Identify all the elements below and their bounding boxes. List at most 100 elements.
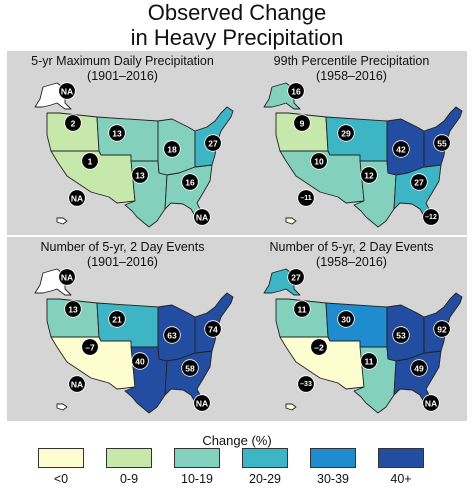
badge-mw: 63 — [163, 326, 181, 344]
badge-value: 74 — [208, 325, 218, 335]
badge-pr: NA — [193, 394, 211, 412]
badge-value: NA — [196, 213, 208, 223]
badge-value: 11 — [298, 305, 307, 315]
panel-title: 99th Percentile Precipitation — [273, 54, 430, 68]
badge-se: 58 — [181, 359, 199, 377]
badge-ak: 16 — [287, 82, 305, 100]
badge-value: 2 — [71, 119, 76, 129]
badge-ngp: 30 — [337, 310, 355, 328]
badge-value: 30 — [341, 315, 351, 325]
badge-ne: 27 — [204, 134, 222, 152]
badge-value: 29 — [341, 129, 351, 139]
us-map: 16 9 10 29 12 42 27 55 –11 –12 — [263, 82, 463, 228]
badge-pr: –12 — [422, 208, 440, 226]
badge-nw: 9 — [293, 114, 311, 132]
legend-swatch-lt0 — [38, 448, 84, 468]
badge-value: 10 — [314, 157, 324, 167]
badge-hi: –11 — [297, 189, 315, 207]
badge-value: 55 — [437, 139, 447, 149]
badge-se: 49 — [410, 359, 428, 377]
badge-value: 16 — [185, 178, 195, 188]
badge-sgp: 40 — [131, 352, 149, 370]
badge-value: 11 — [365, 357, 374, 367]
badge-hi: NA — [68, 189, 86, 207]
badge-value: NA — [71, 380, 83, 390]
badge-sw: –2 — [310, 338, 328, 356]
badge-sgp: 12 — [360, 166, 378, 184]
panel-title: Number of 5-yr, 2 Day Events — [269, 240, 434, 254]
legend-swatch-0-9 — [106, 448, 152, 468]
panel-period: (1901–2016) — [87, 69, 158, 83]
badge-nw: 2 — [64, 114, 82, 132]
badge-sgp: 13 — [131, 166, 149, 184]
badge-ne: 55 — [433, 134, 451, 152]
badge-hi: NA — [68, 375, 86, 393]
badge-value: 49 — [414, 364, 424, 374]
legend: <0 0-9 10-19 20-29 30-39 40+ — [0, 448, 474, 492]
badge-value: 13 — [135, 171, 145, 181]
badge-value: 27 — [208, 139, 218, 149]
badge-sgp: 11 — [360, 352, 378, 370]
region-ngp — [96, 116, 159, 162]
map-panel-99th-percentile-1958: 99th Percentile Precipitation (1958–2016… — [236, 51, 467, 235]
badge-hi: –33 — [297, 375, 315, 393]
badge-sw: 10 — [310, 152, 328, 170]
badge-value: NA — [61, 273, 73, 283]
legend-label: 10-19 — [181, 472, 213, 486]
badge-value: –11 — [300, 195, 311, 202]
badge-ak: NA — [58, 82, 76, 100]
badge-value: 21 — [112, 315, 122, 325]
region-ngp — [325, 302, 388, 348]
badge-nw: 13 — [64, 300, 82, 318]
badge-se: 27 — [410, 173, 428, 191]
region-hi — [56, 217, 68, 225]
region-ngp — [96, 302, 159, 348]
badge-mw: 42 — [392, 140, 410, 158]
badge-value: –12 — [425, 214, 437, 221]
badge-value: 13 — [68, 305, 78, 315]
badge-value: 92 — [437, 325, 447, 335]
panel-period: (1958–2016) — [316, 69, 387, 83]
figure-title-line1: Observed Change — [147, 0, 327, 25]
badge-ak: 27 — [287, 268, 305, 286]
badge-value: 18 — [167, 145, 177, 155]
figure-title-line2: in Heavy Precipitation — [130, 25, 344, 50]
badge-pr: NA — [193, 208, 211, 226]
badge-value: 40 — [135, 357, 145, 367]
legend-label: 0-9 — [119, 472, 139, 486]
legend-label: 20-29 — [249, 472, 281, 486]
badge-value: 16 — [291, 87, 301, 97]
badge-value: –2 — [314, 343, 324, 353]
map-panel-max-daily-1901: 5-yr Maximum Daily Precipitation (1901–2… — [7, 51, 238, 235]
region-hi — [285, 217, 297, 225]
badge-value: 63 — [167, 331, 177, 341]
panel-title: 5-yr Maximum Daily Precipitation — [31, 54, 214, 68]
badge-ngp: 21 — [108, 310, 126, 328]
map-panel-events-1958: Number of 5-yr, 2 Day Events (1958–2016)… — [236, 237, 467, 421]
legend-label: 40+ — [390, 472, 412, 486]
map-panel-events-1901: Number of 5-yr, 2 Day Events (1901–2016)… — [7, 237, 238, 421]
badge-sw: –7 — [81, 338, 99, 356]
badge-value: –33 — [300, 381, 312, 388]
badge-ngp: 29 — [337, 124, 355, 142]
us-map: NA 13 –7 21 40 63 58 74 NA NA — [34, 268, 234, 414]
badge-value: 58 — [185, 364, 195, 374]
us-map: 27 11 –2 30 11 53 49 92 –33 NA — [263, 268, 463, 414]
legend-swatch-20-29 — [242, 448, 288, 468]
panel-period: (1901–2016) — [87, 255, 158, 269]
badge-ak: NA — [58, 268, 76, 286]
badge-value: 9 — [300, 119, 305, 129]
region-hi — [56, 403, 68, 411]
panel-period: (1958–2016) — [316, 255, 387, 269]
badge-value: 13 — [112, 129, 122, 139]
badge-pr: NA — [422, 394, 440, 412]
legend-swatch-40plus — [378, 448, 424, 468]
legend-swatch-30-39 — [310, 448, 356, 468]
badge-sw: 1 — [81, 152, 99, 170]
badge-value: NA — [425, 399, 437, 409]
legend-swatch-10-19 — [174, 448, 220, 468]
badge-nw: 11 — [293, 300, 311, 318]
badge-value: 27 — [414, 178, 424, 188]
badge-value: 12 — [364, 171, 374, 181]
badge-ne: 92 — [433, 320, 451, 338]
